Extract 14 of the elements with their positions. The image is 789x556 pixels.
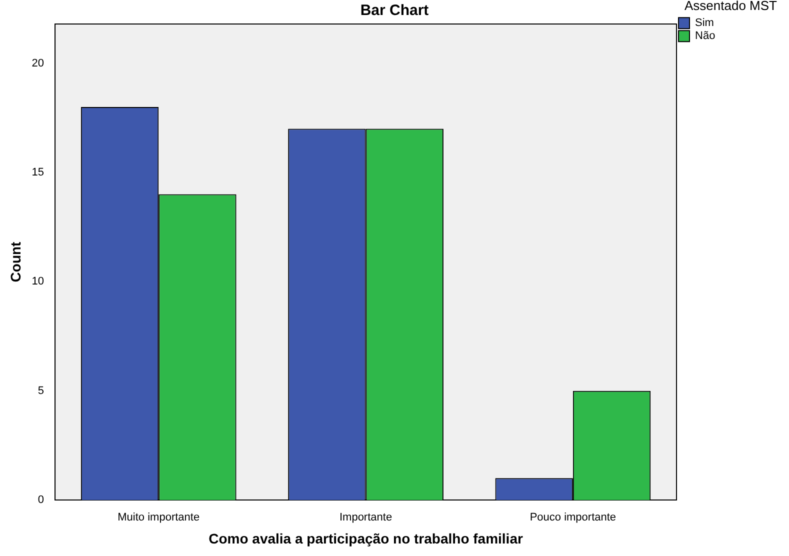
legend-label: Não xyxy=(695,30,716,42)
y-tick-label: 0 xyxy=(38,494,44,506)
chart-title: Bar Chart xyxy=(360,2,429,20)
x-axis-title: Como avalia a participação no trabalho familiar xyxy=(208,530,524,546)
y-tick-label: 15 xyxy=(32,166,44,179)
y-axis-title: Count xyxy=(7,241,24,282)
y-tick-label: 5 xyxy=(38,384,44,397)
x-tick-label: Importante xyxy=(339,512,392,524)
legend-label: Sim xyxy=(695,17,714,30)
y-tick-label: 10 xyxy=(32,276,44,288)
y-tick-label: 20 xyxy=(32,57,44,70)
legend-title: Assentado MST xyxy=(684,0,778,14)
x-tick-label: Pouco importante xyxy=(530,512,616,524)
x-tick-label: Muito importante xyxy=(118,512,200,524)
